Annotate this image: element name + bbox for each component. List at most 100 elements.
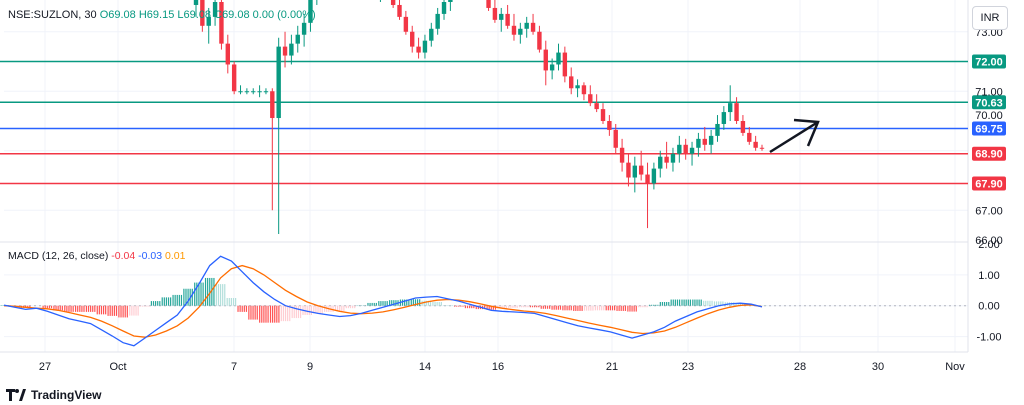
- candle-body: [651, 168, 657, 184]
- candle-body: [448, 0, 453, 3]
- candle-body: [435, 13, 440, 29]
- candle-body: [747, 132, 752, 142]
- tradingview-logo-icon: [6, 389, 26, 401]
- level-tag-69.75: [972, 121, 1006, 136]
- candle-body: [734, 103, 739, 121]
- currency-button[interactable]: INR: [972, 6, 1008, 30]
- candle-body: [403, 16, 409, 32]
- time-tick-label: 23: [682, 361, 694, 373]
- candle-body: [505, 13, 510, 26]
- ohlc-low: L69.08: [177, 9, 212, 21]
- candle-body: [511, 25, 517, 35]
- price-levels[interactable]: 72.00 70.63 69.75 68.90 67.90: [0, 54, 1006, 191]
- candle-body: [569, 76, 574, 89]
- candle-body: [715, 123, 720, 136]
- level-label: 70.63: [975, 97, 1003, 109]
- candle-body: [276, 46, 281, 119]
- candle-body: [441, 2, 447, 14]
- candle-body: [638, 165, 644, 175]
- candle-body: [728, 103, 733, 113]
- candle-body: [499, 13, 504, 20]
- trend-arrow-annotation[interactable]: [769, 118, 820, 154]
- signal-value: -0.03: [138, 250, 163, 262]
- candle-body: [562, 52, 568, 77]
- time-tick-label: 30: [872, 361, 884, 373]
- time-tick-label: 27: [39, 361, 51, 373]
- arrow-head: [793, 118, 820, 147]
- macd-header: MACD (12, 26, close) -0.04 -0.03 0.01: [8, 250, 185, 262]
- time-tick-label: 9: [307, 361, 313, 373]
- candle-body: [658, 156, 663, 169]
- candle-body: [721, 112, 727, 124]
- candle-body: [263, 91, 269, 93]
- candle-body: [200, 0, 205, 26]
- histogram-value: 0.01: [165, 250, 186, 262]
- macd-tick-label: 0.00: [978, 301, 999, 313]
- time-tick-label: Nov: [945, 361, 965, 373]
- level-tag-68.90: [972, 146, 1006, 161]
- candle-body: [308, 0, 313, 23]
- candle-body: [295, 34, 300, 44]
- candle-body: [556, 52, 561, 65]
- macd-pane: [0, 255, 968, 347]
- time-tick-label: 28: [794, 361, 806, 373]
- candle-body: [212, 2, 218, 17]
- candle-body: [594, 103, 599, 110]
- price-tick-label: 71.00: [975, 86, 1003, 98]
- candles: [193, 0, 765, 235]
- time-tick-label: 21: [606, 361, 618, 373]
- candle-body: [619, 147, 625, 163]
- candle-body: [588, 94, 593, 104]
- ohlc-high: H69.15: [138, 9, 175, 21]
- level-label: 69.75: [975, 123, 1003, 135]
- symbol-header: NSE:SUZLON, 30 O69.08 H69.15 L69.08 C69.…: [8, 9, 316, 21]
- time-tick-label: 16: [492, 361, 504, 373]
- candle-body: [492, 7, 498, 20]
- time-tick-label: 7: [231, 361, 237, 373]
- candle-body: [244, 91, 250, 93]
- candle-body: [632, 165, 638, 178]
- candle-body: [390, 0, 396, 5]
- candle-body: [575, 85, 580, 89]
- candle-body: [422, 40, 428, 53]
- ohlc-close: C69.08: [214, 9, 250, 21]
- price-change: 0.00 (0.00%): [252, 9, 316, 21]
- candle-body: [708, 135, 714, 145]
- macd-value: -0.04: [111, 250, 136, 262]
- level-label: 67.90: [975, 178, 1003, 190]
- candle-body: [251, 91, 256, 93]
- candle-body: [696, 138, 701, 148]
- level-label: 72.00: [975, 57, 1003, 69]
- candle-body: [759, 147, 765, 149]
- candle-body: [416, 46, 421, 53]
- macd-tick-label: -1.00: [976, 332, 1001, 344]
- candle-body: [530, 22, 536, 32]
- axes: 73.0071.0070.0067.0066.002.001.000.00-1.…: [39, 27, 1003, 373]
- candle-body: [282, 46, 288, 56]
- candle-body: [231, 64, 237, 92]
- macd-line: [3, 255, 763, 347]
- candle-body: [225, 43, 230, 65]
- candle-body: [753, 141, 758, 148]
- candle-body: [740, 121, 746, 133]
- candle-body: [683, 144, 688, 154]
- grid: [0, 0, 969, 353]
- price-tick-label: 70.00: [975, 110, 1003, 122]
- candle-body: [702, 138, 707, 145]
- symbol-name[interactable]: NSE:SUZLON, 30: [8, 9, 97, 21]
- time-tick-label: Oct: [109, 361, 126, 373]
- candle-body: [600, 109, 606, 121]
- ohlc-open: O69.08: [99, 9, 136, 21]
- level-tag-67.90: [972, 176, 1006, 191]
- candle-body: [645, 174, 650, 184]
- macd-title[interactable]: MACD (12, 26, close): [8, 250, 109, 262]
- tradingview-logo[interactable]: TradingView: [6, 388, 101, 402]
- candle-body: [518, 28, 523, 35]
- candle-body: [206, 16, 211, 26]
- macd-tick-label: 2.00: [978, 239, 999, 251]
- candle-body: [397, 4, 402, 17]
- candle-body: [270, 91, 275, 119]
- candle-body: [524, 22, 529, 29]
- level-label: 68.90: [975, 149, 1003, 161]
